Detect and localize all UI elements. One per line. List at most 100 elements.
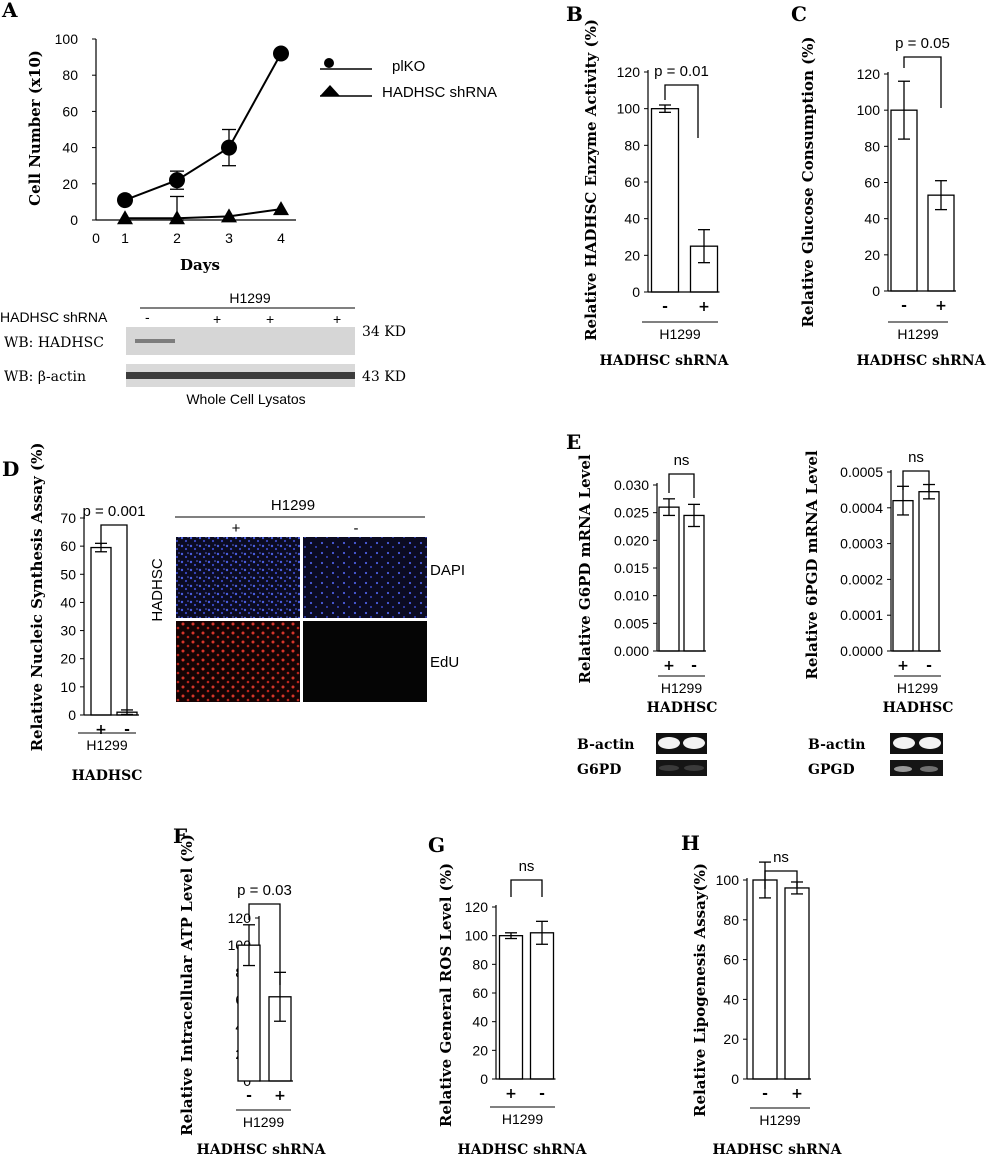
panel-b: B 0 20 40 60 80 100 120 - + p = 0.01 H1299 HADHSC s… <box>566 2 730 369</box>
chart-e2-y-tick-label: 0.0000 <box>840 643 883 659</box>
chart-b-bar <box>650 108 680 293</box>
chart-g-y-axis-title: Relative General ROS Level (%) <box>437 863 455 1127</box>
chart-e2-x-axis-title: HADHSC <box>883 700 954 716</box>
chart-e1-y-tick-label: 0.020 <box>614 532 649 548</box>
chart-c-bar <box>890 109 918 292</box>
chart-e1-y-tick-label: 0.015 <box>614 560 649 576</box>
chart-a-point-shrna <box>169 210 185 225</box>
gel-e1-band-2 <box>683 737 705 749</box>
chart-a-x-tick-label: 3 <box>225 230 233 246</box>
chart-c-y-tick-label: 0 <box>872 283 880 299</box>
chart-h-bar: 0 20 40 60 80 100 - + ns H1299 HADHSC shRNA <box>713 849 843 1158</box>
chart-c-annotation: p = 0.05 <box>895 35 950 52</box>
chart-c-category-label: - <box>901 298 907 314</box>
panel-letter-c: C <box>791 2 807 26</box>
chart-e2-y-tick-label: 0.0003 <box>840 536 883 552</box>
gel-e1-lane-target <box>656 760 707 776</box>
gel-e1-band-1 <box>658 737 680 749</box>
chart-e2-group-label: H1299 <box>897 680 938 696</box>
chart-f-y-tick-label: 120 <box>228 910 252 926</box>
blot-row-header: HADHSC shRNA <box>0 309 108 325</box>
legend-label-plko: plKO <box>392 58 425 75</box>
chart-g-significance-bracket <box>510 879 543 897</box>
micro-cell-line: H1299 <box>271 497 315 514</box>
chart-e1-significance-bracket <box>668 473 695 498</box>
chart-e1-y-tick-label: 0.010 <box>614 588 649 604</box>
chart-a-point-shrna <box>273 201 289 216</box>
microscopy-grid: H1299 + - HADHSC DAPI EdU <box>149 497 465 702</box>
chart-c-bar: 0 20 40 60 80 100 120 - + p = 0.05 H1299 HADHSC shR… <box>857 35 987 369</box>
chart-f-x-axis-title: HADHSC shRNA <box>197 1142 327 1158</box>
chart-e2-category-label: - <box>926 658 932 674</box>
chart-b-y-tick-label: 20 <box>624 247 640 263</box>
gel-e1-band-3 <box>659 765 679 771</box>
chart-d-x-axis-title: HADHSC <box>72 768 143 784</box>
gel-e1: B-actin G6PD <box>577 733 707 778</box>
chart-a-y-tick-label: 60 <box>62 103 78 119</box>
chart-a-point-plko <box>169 172 185 189</box>
chart-h-y-tick-label: 20 <box>723 1031 739 1047</box>
blot-row-label-actin: WB: β-actin <box>4 369 86 385</box>
chart-e1-y-axis-title: Relative G6PD mRNA Level <box>576 454 594 684</box>
chart-d-y-tick-label: 70 <box>60 510 76 526</box>
chart-a-x-tick-label: 0 <box>92 230 100 246</box>
chart-e1-category-label: - <box>691 658 697 674</box>
chart-a-point-plko <box>221 139 237 156</box>
blot-lane-2: + <box>213 311 221 327</box>
chart-b-category-label: + <box>698 299 710 315</box>
chart-c-x-axis-title: HADHSC shRNA <box>857 353 987 369</box>
panel-g: G 0 20 40 60 80 100 120 + - ns H1299 HADHSC shRNA R… <box>428 833 588 1158</box>
chart-h-y-tick-label: 100 <box>716 872 740 888</box>
chart-g-bar: 0 20 40 60 80 100 120 + - ns H1299 HADHSC shRNA <box>458 858 588 1158</box>
chart-e2-y-tick-label: 0.0001 <box>840 607 883 623</box>
chart-e2-bar <box>892 499 914 652</box>
chart-a-x-tick-label: 2 <box>173 230 181 246</box>
chart-g-x-axis-title: HADHSC shRNA <box>458 1142 588 1158</box>
chart-g-bar <box>529 932 555 1080</box>
chart-a-y-tick-label: 100 <box>55 31 79 47</box>
chart-g-y-tick-label: 40 <box>472 1014 488 1030</box>
chart-a-x-tick-label: 4 <box>277 230 285 246</box>
blot-band-actin <box>126 372 355 379</box>
chart-g-bar <box>498 935 524 1080</box>
chart-g-y-tick-label: 60 <box>472 985 488 1001</box>
micro-edu-minus <box>303 621 427 702</box>
micro-col-minus: - <box>354 520 359 537</box>
micro-row-dapi: DAPI <box>430 562 465 579</box>
gel-e2-row-1: B-actin <box>808 737 865 753</box>
chart-g-y-tick-label: 20 <box>472 1042 488 1058</box>
chart-c-group-label: H1299 <box>897 326 938 342</box>
chart-e2-annotation: ns <box>908 449 924 466</box>
gel-e2-band-3 <box>894 766 912 772</box>
panel-letter-h: H <box>681 831 700 855</box>
chart-c-significance-bracket <box>903 56 942 108</box>
chart-a-point-shrna <box>221 208 237 223</box>
blot-row-label-hadhsc: WB: HADHSC <box>4 335 104 351</box>
chart-h-y-axis-title: Relative Lipogenesis Assay(%) <box>691 863 709 1117</box>
chart-a-x-axis-title: Days <box>180 256 220 274</box>
chart-c-y-tick-label: 120 <box>857 66 881 82</box>
chart-f-y-axis-title: Relative Intracellular ATP Level (%) <box>178 834 196 1136</box>
micro-col-plus: + <box>232 520 241 537</box>
chart-a-series-line <box>125 208 282 220</box>
chart-g-category-label: + <box>505 1086 517 1102</box>
blot-size-actin: 43 KD <box>362 369 406 385</box>
chart-e1-y-tick-label: 0.000 <box>614 643 649 659</box>
chart-e1-bar: 0.000 0.005 0.010 0.015 0.020 0.025 0.030 + - ns H… <box>614 452 717 716</box>
chart-b-significance-bracket <box>664 84 699 138</box>
chart-h-category-label: - <box>762 1086 768 1102</box>
legend-marker-shrna <box>320 85 340 96</box>
chart-e1-y-tick-label: 0.005 <box>614 615 649 631</box>
blot-lane-3: + <box>266 311 274 327</box>
chart-d-y-tick-label: 50 <box>60 566 76 582</box>
chart-b-y-axis-title: Relative HADHSC Enzyme Activity (%) <box>582 19 600 341</box>
legend-marker-plko <box>324 58 334 68</box>
gel-e1-band-4 <box>684 765 704 771</box>
blot-band-hadhsc <box>135 339 175 343</box>
chart-e1-bar <box>658 506 680 652</box>
chart-b-annotation: p = 0.01 <box>654 63 709 80</box>
chart-b-y-tick-label: 100 <box>617 101 641 117</box>
blot-lane-4: + <box>333 311 341 327</box>
